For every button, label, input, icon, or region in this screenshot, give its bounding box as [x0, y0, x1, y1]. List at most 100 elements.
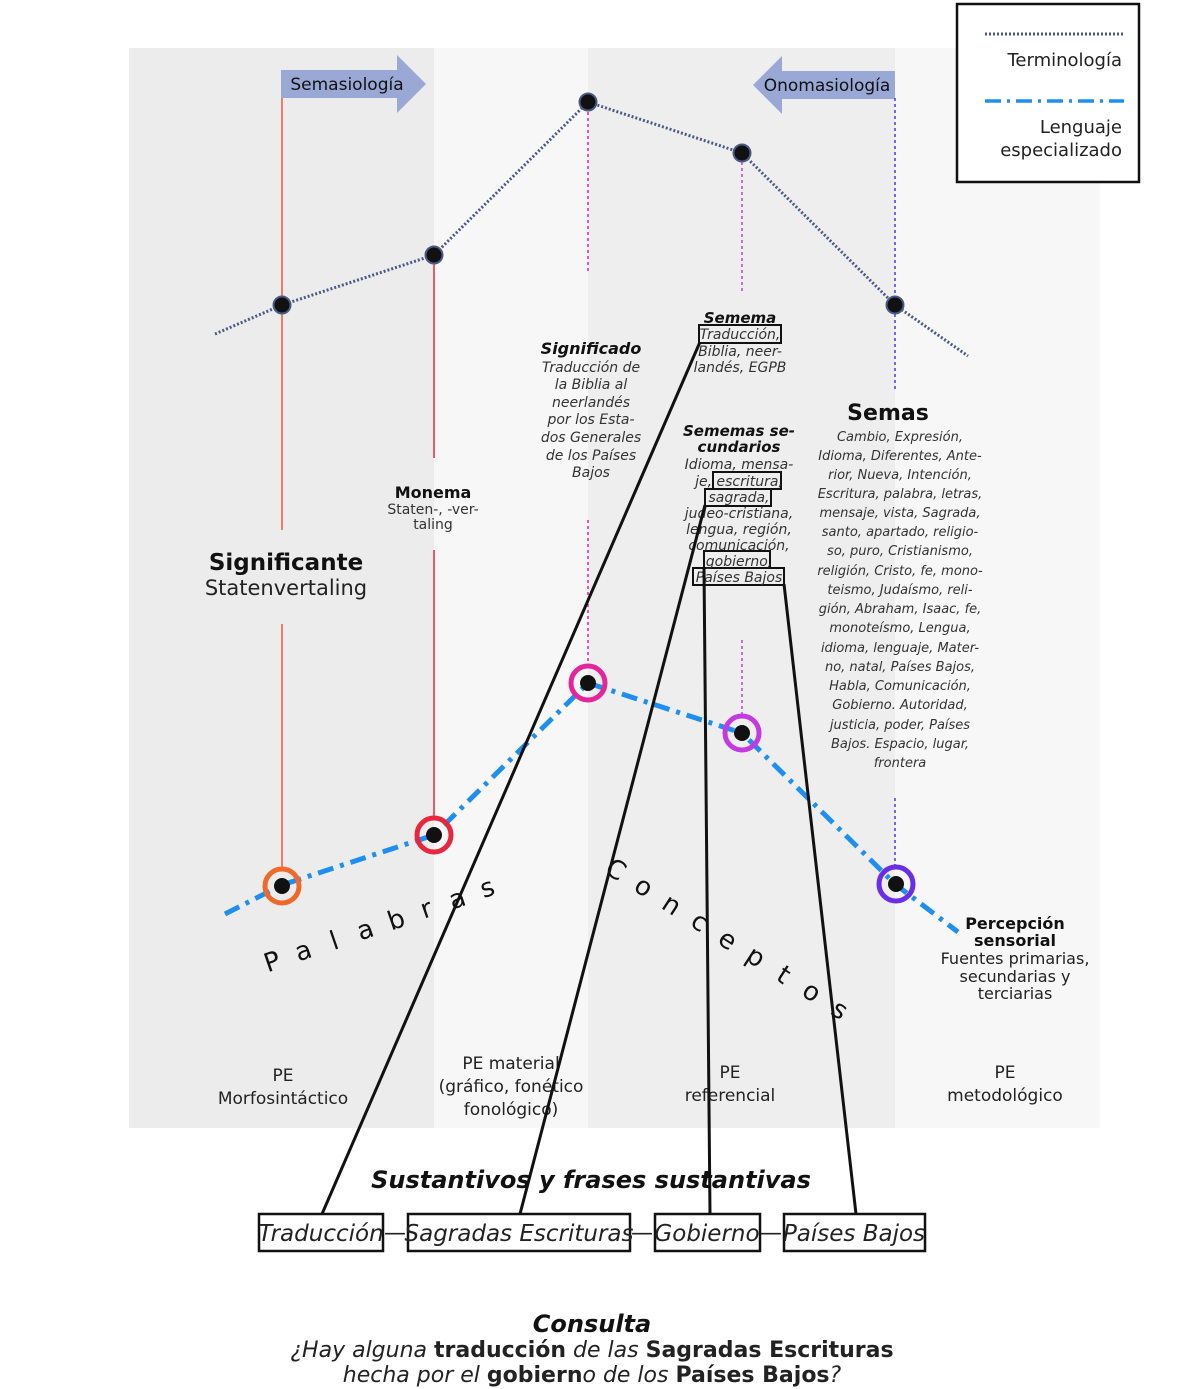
- column-material-line1: PE material: [462, 1054, 559, 1074]
- terminology-node-3: [578, 92, 598, 112]
- legend-terminologia-label: Terminología: [1006, 50, 1122, 71]
- monema-title: Monema: [395, 483, 472, 502]
- significante-node: [274, 878, 290, 894]
- column-material-line2: (gráfico, fonético: [439, 1077, 584, 1097]
- sememas-secundarios-line: Idioma, mensa-: [685, 457, 794, 473]
- sememas-secundarios-line: comunicación,: [688, 538, 789, 554]
- term-traduccion: Traducción: [258, 1221, 383, 1247]
- sememas-secundarios-title-line2: cundarios: [698, 438, 781, 456]
- percepcion-block: Percepción sensorial Fuentes primarias, …: [941, 914, 1090, 1003]
- consulta-block: Consulta ¿Hay alguna traducción de las S…: [290, 1310, 893, 1388]
- semas-line: Habla, Comunicación,: [829, 679, 971, 694]
- significante-block: Significante Statenvertaling: [205, 550, 367, 600]
- sememas-secundarios-line: sagrada,: [708, 490, 769, 506]
- semema-line: Biblia, neer-: [698, 344, 782, 360]
- semema-block: Semema Traducción, Biblia, neer- landés,…: [694, 309, 787, 376]
- semas-line: no, natal, Países Bajos,: [825, 660, 975, 675]
- semema-title: Semema: [704, 309, 777, 327]
- semema-line: Traducción,: [700, 327, 781, 343]
- column-metodologico-line2: metodológico: [947, 1086, 1063, 1106]
- semema-line: landés, EGPB: [694, 360, 787, 376]
- sememas-secundarios-line: gobierno,: [706, 554, 773, 570]
- vertical-connectors: [281, 98, 896, 870]
- term-separator: —: [631, 1221, 653, 1246]
- semas-node: [888, 876, 904, 892]
- term-box-traduccion: [257, 1212, 385, 1253]
- term-gobierno: Gobierno: [654, 1221, 759, 1247]
- terminology-node-1: [272, 295, 292, 315]
- semas-line: Gobierno. Autoridad,: [832, 698, 967, 713]
- semas-line: Escritura, palabra, letras,: [818, 487, 983, 502]
- term-separator: —: [760, 1221, 782, 1246]
- significado-line: dos Generales: [541, 430, 641, 446]
- semas-line: frontera: [874, 756, 927, 771]
- semas-line: monoteísmo, Lengua,: [829, 621, 970, 636]
- significado-line: Traducción de: [542, 360, 640, 376]
- significante-title: Significante: [209, 550, 363, 576]
- semas-line: Cambio, Expresión,: [837, 430, 963, 445]
- semas-line: justicia, poder, Países: [828, 718, 970, 733]
- significado-line: neerlandés: [552, 395, 630, 411]
- percepcion-title-line2: sensorial: [974, 931, 1056, 950]
- significado-line: la Biblia al: [555, 377, 628, 393]
- highlight-sagrada: [704, 488, 772, 507]
- sustantivos-title: Sustantivos y frases sustantivas: [371, 1166, 811, 1194]
- column-metodologico-line1: PE: [995, 1063, 1016, 1083]
- band-metodologico: [895, 48, 1100, 1128]
- band-material: [434, 48, 588, 1128]
- consulta-question-line1: ¿Hay alguna traducción de las Sagradas E…: [290, 1338, 893, 1363]
- semas-node-ring: [876, 864, 916, 904]
- consulta-question-line2: hecha por el gobierno de los Países Bajo…: [343, 1363, 842, 1388]
- significado-title: Significado: [541, 339, 642, 358]
- significado-node-ring: [568, 663, 608, 703]
- monema-block: Monema Staten-, -ver- taling: [387, 483, 478, 533]
- semema-highlight-traduccion: [698, 324, 782, 344]
- significado-line: Bajos: [572, 465, 610, 481]
- semas-block: Semas Cambio, Expresión, Idioma, Diferen…: [817, 401, 983, 771]
- semema-node: [734, 725, 750, 741]
- significado-line: de los Países: [546, 448, 636, 464]
- monema-line2: taling: [413, 517, 453, 533]
- onomasiologia-arrow: Onomasiología: [753, 56, 895, 114]
- semema-node-ring: [722, 713, 762, 753]
- semas-title: Semas: [847, 401, 929, 426]
- sememas-secundarios-line: judeo-cristiana,: [683, 506, 793, 522]
- sememas-secundarios-title-line1: Sememas se-: [683, 422, 795, 440]
- significado-line: por los Esta-: [546, 412, 634, 428]
- significante-value: Statenvertaling: [205, 576, 367, 600]
- semasiologia-arrow: Semasiología: [281, 55, 426, 113]
- semas-line: rior, Nueva, Intención,: [828, 468, 972, 483]
- legend-lenguaje-label: Lenguaje: [1040, 117, 1122, 138]
- semasiologia-label: Semasiología: [290, 75, 403, 95]
- semas-line: religión, Cristo, fe, mono-: [817, 564, 983, 579]
- column-material-line3: fonológico): [464, 1100, 559, 1120]
- terminology-node-5: [885, 295, 905, 315]
- column-labels: PE Morfosintáctico PE material (gráfico,…: [218, 1054, 1063, 1120]
- percepcion-title-line1: Percepción: [965, 914, 1065, 933]
- terminology-node-4: [732, 143, 752, 163]
- specialized-language-curve: [223, 663, 960, 934]
- significante-node-ring: [262, 866, 302, 906]
- column-referencial-line2: referencial: [685, 1086, 776, 1106]
- term-box-gobierno: [653, 1212, 762, 1253]
- semas-line: Idioma, Diferentes, Ante-: [818, 449, 982, 464]
- semas-line: idioma, lenguaje, Mater-: [821, 641, 979, 656]
- column-morfosintactico-line2: Morfosintáctico: [218, 1089, 348, 1109]
- semas-line: santo, apartado, religio-: [822, 525, 979, 540]
- percepcion-line: terciarias: [978, 984, 1053, 1003]
- term-box-paises-bajos: [782, 1212, 927, 1253]
- term-connector-lines: [320, 341, 858, 1215]
- column-referencial-line1: PE: [720, 1063, 741, 1083]
- terminology-curve: [214, 92, 969, 358]
- monema-node: [426, 827, 442, 843]
- noun-terms-row: Traducción — Sagradas Escrituras — Gobie…: [257, 1212, 927, 1253]
- semas-line: teismo, Judaísmo, reli-: [827, 583, 972, 598]
- legend-box: Terminología Lenguaje especializado: [955, 2, 1141, 184]
- monema-line1: Staten-, -ver-: [387, 502, 478, 518]
- sememas-secundarios-line: Países Bajos: [696, 570, 783, 586]
- semas-line: Bajos. Espacio, lugar,: [831, 737, 969, 752]
- legend-especializado-label: especializado: [1000, 140, 1122, 161]
- onomasiologia-label: Onomasiología: [764, 76, 891, 96]
- semas-line: so, puro, Cristianismo,: [827, 544, 973, 559]
